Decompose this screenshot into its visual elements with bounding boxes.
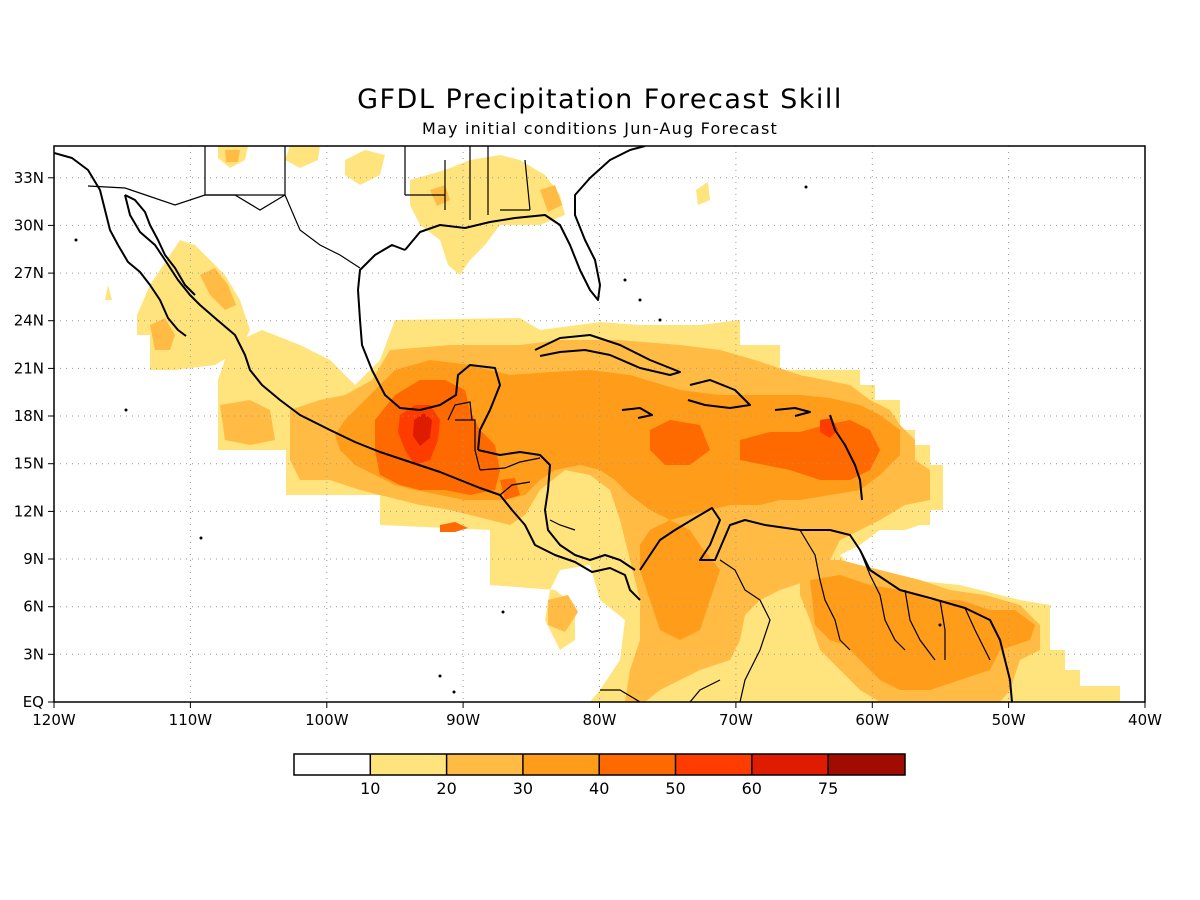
lat-label: 24N <box>14 312 44 330</box>
lat-label: 15N <box>14 455 44 473</box>
colorbar-label: 20 <box>436 779 456 798</box>
colorbar-box-7 <box>828 754 905 775</box>
colorbar: 10 20 30 40 50 60 75 <box>293 753 906 798</box>
lon-label: 50W <box>992 711 1026 729</box>
colorbar-label: 75 <box>818 779 838 798</box>
lon-label: 120W <box>32 711 76 729</box>
colorbar-box-6 <box>751 754 829 775</box>
islands <box>74 185 942 694</box>
colorbar-box-5 <box>675 754 752 775</box>
lon-label: 110W <box>169 711 213 729</box>
lat-label: 18N <box>14 407 44 425</box>
lat-axis-labels: EQ 3N 6N 9N 12N 15N 18N 21N 24N 27N 30N … <box>14 169 44 711</box>
colorbar-label: 40 <box>589 779 609 798</box>
colorbar-label: 10 <box>360 779 380 798</box>
lon-label: 70W <box>719 711 753 729</box>
lon-label: 40W <box>1128 711 1162 729</box>
colorbar-box-1 <box>370 754 447 775</box>
skill-shading <box>105 146 1120 702</box>
lon-label: 100W <box>305 711 349 729</box>
colorbar-label: 30 <box>513 779 533 798</box>
colorbar-label: 50 <box>665 779 685 798</box>
lat-label: 6N <box>23 598 44 616</box>
lat-label: EQ <box>23 693 44 711</box>
colorbar-box-2 <box>446 754 523 775</box>
lat-label: 12N <box>14 502 44 520</box>
lon-label: 80W <box>583 711 617 729</box>
colorbar-box-3 <box>522 754 600 775</box>
lat-label: 3N <box>23 645 44 663</box>
colorbar-box-0 <box>294 754 371 775</box>
map-subtitle: May initial conditions Jun-Aug Forecast <box>422 119 778 138</box>
colorbar-label: 60 <box>742 779 762 798</box>
lon-label: 90W <box>446 711 480 729</box>
lat-label: 30N <box>14 216 44 234</box>
lat-label: 33N <box>14 169 44 187</box>
lat-label: 9N <box>23 550 44 568</box>
lat-label: 21N <box>14 359 44 377</box>
map-title: GFDL Precipitation Forecast Skill <box>357 84 843 115</box>
political-borders <box>87 146 991 702</box>
lon-axis-labels: 120W 110W 100W 90W 80W 70W 60W 50W 40W <box>32 711 1162 729</box>
tick-marks <box>48 177 1146 708</box>
colorbar-box-4 <box>599 754 676 775</box>
lat-label: 27N <box>14 264 44 282</box>
lon-label: 60W <box>855 711 889 729</box>
